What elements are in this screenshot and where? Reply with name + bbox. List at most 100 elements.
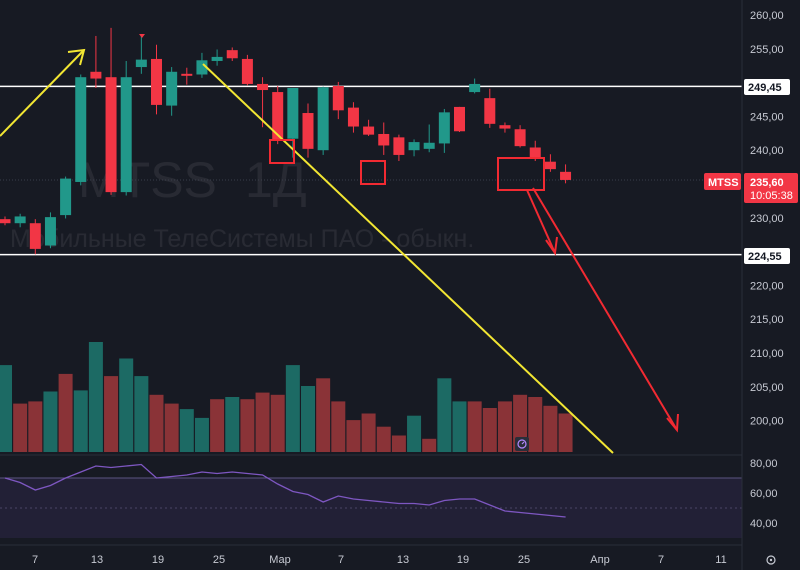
volume-bar[interactable] [528, 397, 543, 452]
yellow-trend-line[interactable] [0, 49, 85, 137]
volume-bar[interactable] [43, 391, 58, 453]
yellow-trend-line[interactable] [202, 63, 614, 454]
red-box[interactable] [497, 157, 545, 191]
candle-body [151, 58, 162, 105]
volume-bar[interactable] [422, 438, 437, 452]
volume-bar[interactable] [88, 342, 103, 452]
candle[interactable] [166, 67, 178, 116]
candle[interactable] [135, 35, 147, 74]
candle[interactable] [363, 119, 375, 137]
candle[interactable] [393, 134, 405, 162]
current-price-label[interactable]: MTSS 235,60 10:05:38 [704, 173, 798, 203]
red-box[interactable] [360, 160, 386, 185]
candle[interactable] [408, 139, 420, 157]
candle[interactable] [347, 102, 359, 133]
volume-bar[interactable] [28, 401, 43, 452]
volume-bar[interactable] [149, 394, 164, 452]
candle[interactable] [302, 103, 314, 158]
volume-bar[interactable] [407, 415, 422, 452]
candle[interactable] [378, 122, 390, 155]
candle[interactable] [332, 81, 344, 120]
volume-bar[interactable] [164, 403, 179, 452]
candle-body [75, 77, 87, 182]
volume-bar[interactable] [301, 386, 315, 452]
candle[interactable] [90, 35, 102, 89]
volume-bar[interactable] [361, 413, 376, 453]
candle-body [317, 87, 329, 151]
volume-bar[interactable] [316, 378, 331, 452]
price-tick-label: 260,00 [750, 10, 784, 22]
volume-bar[interactable] [467, 401, 482, 452]
volume-bar[interactable] [134, 376, 149, 452]
candle[interactable] [0, 216, 11, 226]
candle[interactable] [317, 86, 329, 155]
volume-bar[interactable] [391, 435, 406, 453]
candle[interactable] [226, 47, 238, 61]
volume-bar[interactable] [225, 397, 240, 452]
candle-body [241, 58, 253, 84]
time-tick-label: Апр [590, 554, 609, 566]
volume-bar[interactable] [240, 399, 255, 452]
red-box[interactable] [269, 139, 295, 164]
candle[interactable] [151, 44, 162, 115]
volume-bar[interactable] [270, 394, 285, 452]
candle[interactable] [438, 108, 450, 153]
candle[interactable] [514, 125, 526, 148]
alert-clock-icon[interactable] [515, 437, 529, 451]
volume-bar[interactable] [194, 417, 209, 452]
candle[interactable] [105, 27, 117, 195]
candle[interactable] [454, 106, 465, 132]
candle[interactable] [29, 219, 41, 255]
volume-bar[interactable] [482, 408, 497, 452]
candle[interactable] [484, 88, 496, 128]
volume-bar[interactable] [497, 401, 512, 452]
drawing-annotations[interactable] [0, 48, 679, 454]
candle[interactable] [211, 49, 223, 66]
volume-bar[interactable] [210, 399, 225, 452]
level-label-text: 224,55 [748, 251, 782, 263]
candle[interactable] [196, 52, 208, 78]
candle[interactable] [60, 176, 72, 219]
candle[interactable] [499, 122, 511, 133]
volume-bar[interactable] [13, 403, 28, 452]
candle-body [484, 98, 496, 124]
candle[interactable] [181, 67, 193, 85]
candle-body [544, 161, 556, 170]
volume-bar[interactable] [331, 401, 346, 452]
level-label[interactable]: 224,55 [744, 248, 790, 264]
volume-bar[interactable] [346, 420, 361, 452]
volume-bar[interactable] [119, 358, 134, 453]
volume-bar[interactable] [58, 373, 73, 452]
red-arrow-line[interactable] [532, 187, 678, 431]
volume-bar[interactable] [255, 392, 270, 452]
volume-bar[interactable] [179, 409, 194, 452]
candle[interactable] [469, 78, 481, 94]
rsi-tick-label: 40,00 [750, 518, 778, 530]
volume-bar[interactable] [104, 376, 119, 452]
candle[interactable] [287, 88, 299, 158]
red-arrow-line[interactable] [526, 189, 556, 254]
candle[interactable] [560, 164, 572, 184]
volume-bar[interactable] [73, 390, 88, 452]
rsi-line[interactable] [4, 463, 566, 518]
candle[interactable] [423, 124, 435, 153]
candle[interactable] [120, 60, 132, 196]
volume-bar[interactable] [543, 405, 558, 452]
volume-bar[interactable] [558, 413, 573, 453]
candle-body [226, 50, 238, 59]
candle[interactable] [44, 212, 56, 249]
candle[interactable] [75, 74, 87, 186]
volume-bar[interactable] [376, 426, 391, 452]
volume-bar[interactable] [437, 378, 452, 452]
volume-bar[interactable] [0, 365, 12, 452]
candle[interactable] [14, 213, 26, 228]
candle[interactable] [241, 54, 253, 86]
candle[interactable] [544, 154, 556, 172]
volume-bar[interactable] [285, 365, 300, 452]
candle[interactable] [257, 77, 269, 128]
time-tick-label: Мар [269, 554, 291, 566]
volume-bar[interactable] [452, 401, 467, 452]
level-label[interactable]: 249,45 [744, 79, 790, 95]
gear-icon[interactable] [766, 555, 776, 565]
